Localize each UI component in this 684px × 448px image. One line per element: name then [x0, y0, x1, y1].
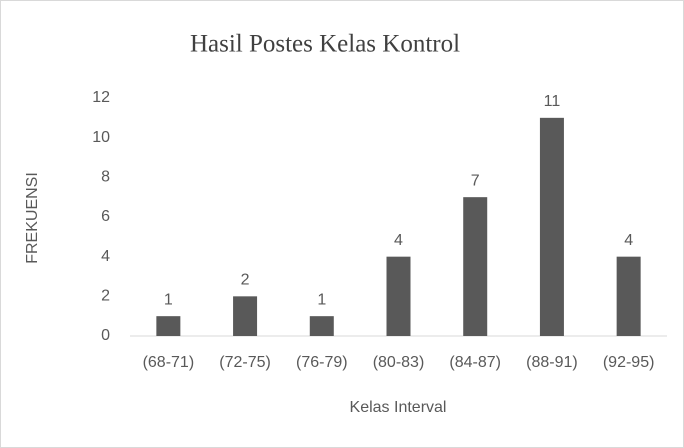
bar — [463, 197, 488, 336]
y-tick-label: 4 — [101, 248, 110, 265]
x-tick-label: (84-87) — [449, 354, 501, 371]
y-tick-label: 2 — [101, 288, 110, 305]
bar — [616, 256, 641, 336]
bar — [539, 117, 564, 336]
data-label: 11 — [544, 93, 561, 110]
x-tick-label: (68-71) — [143, 354, 195, 371]
bar — [233, 296, 258, 336]
y-tick-label: 8 — [101, 169, 110, 186]
bar — [386, 256, 411, 336]
y-tick-label: 10 — [92, 129, 110, 146]
y-axis-label: FREKUENSI — [24, 172, 41, 264]
x-tick-label: (80-83) — [373, 354, 425, 371]
data-label: 7 — [471, 172, 480, 189]
y-tick-label: 0 — [101, 327, 110, 344]
x-tick-label: (88-91) — [526, 354, 578, 371]
x-tick-label: (76-79) — [296, 354, 348, 371]
x-axis-label: Kelas Interval — [350, 399, 447, 416]
data-label: 4 — [394, 232, 403, 249]
x-tick-label: (92-95) — [603, 354, 655, 371]
data-label: 1 — [317, 291, 326, 308]
chart-title: Hasil Postes Kelas Kontrol — [190, 31, 460, 58]
x-tick-label: (72-75) — [219, 354, 271, 371]
data-label: 2 — [241, 272, 250, 289]
y-tick-label: 12 — [92, 89, 110, 106]
bar — [156, 316, 181, 336]
bar — [309, 316, 334, 336]
data-label: 1 — [164, 291, 173, 308]
y-tick-label: 6 — [101, 208, 110, 225]
data-label: 4 — [624, 232, 633, 249]
